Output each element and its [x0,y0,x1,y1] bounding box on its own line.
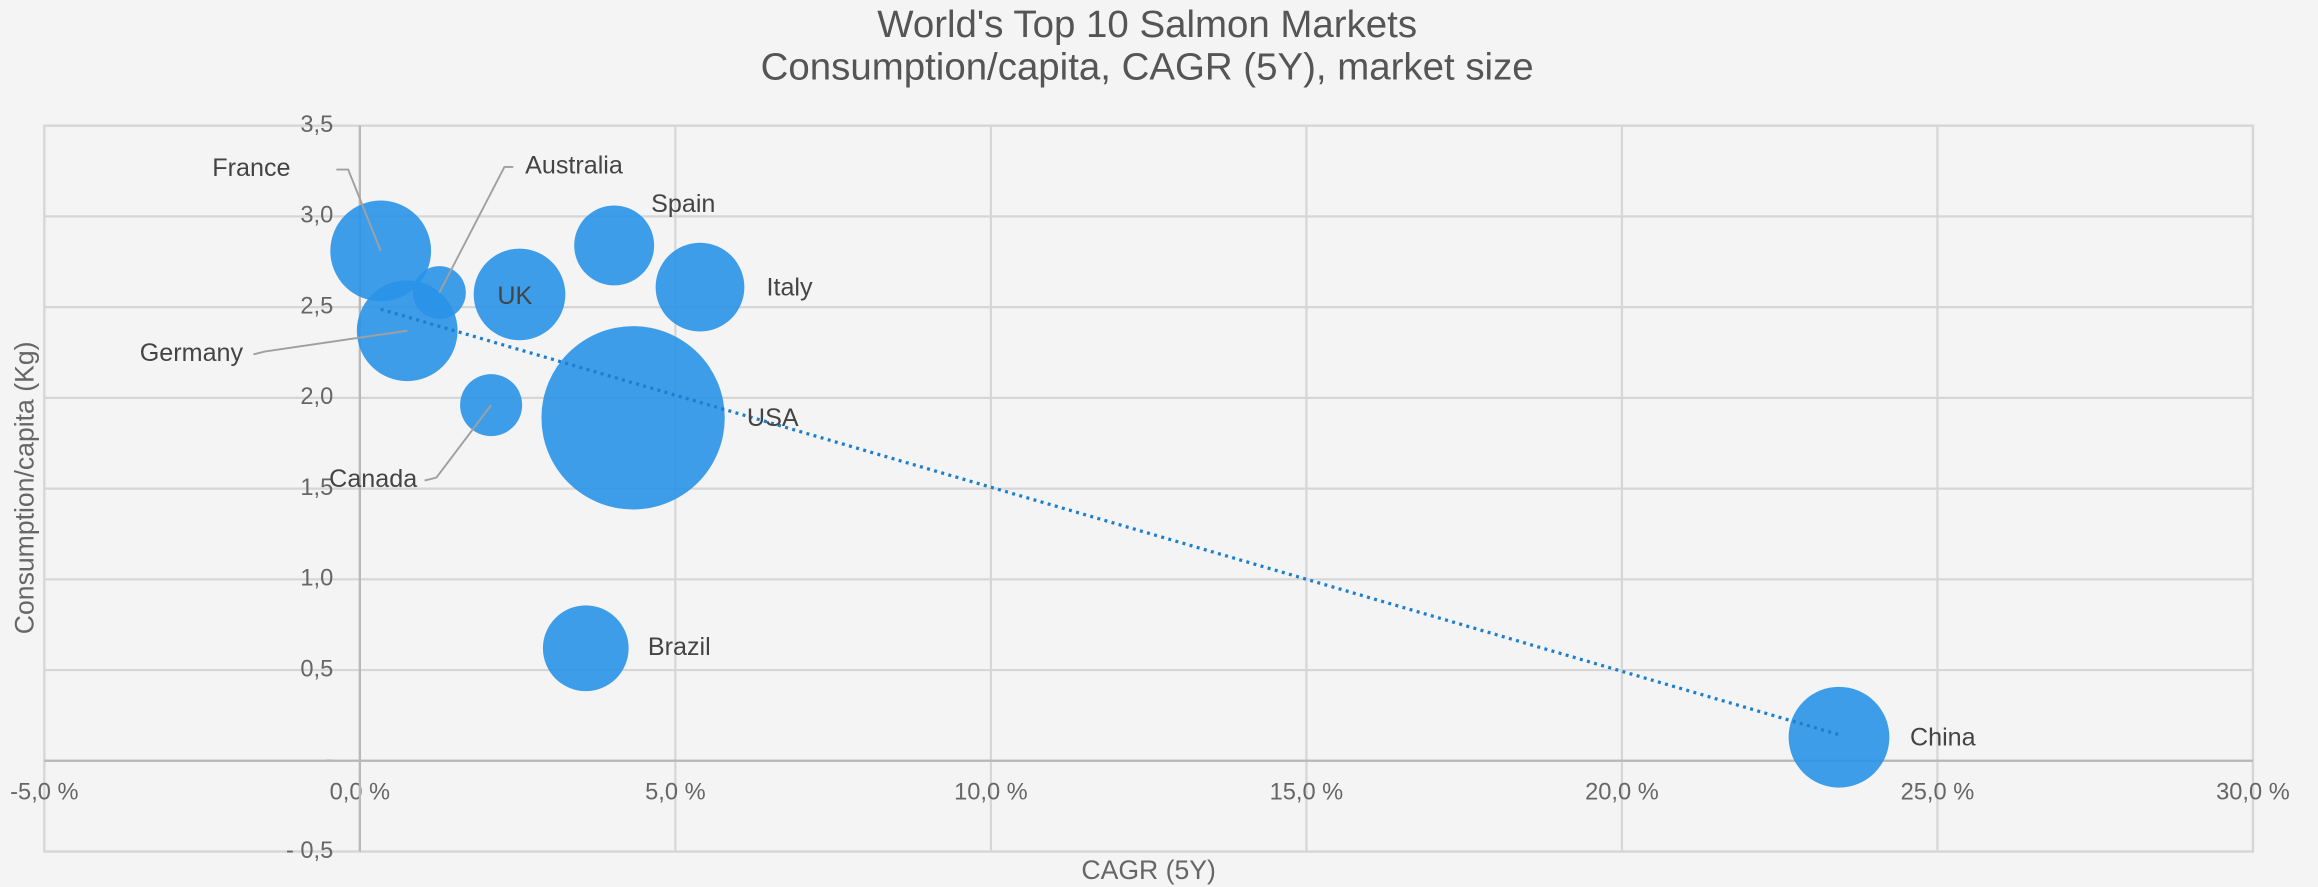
bubble [356,280,458,382]
leader-line [336,168,382,252]
x-tick-label: 20,0 % [1585,780,1659,806]
data-label: UK [497,282,532,310]
x-tick-label: 15,0 % [1270,780,1344,806]
chart-title: World's Top 10 Salmon Markets [877,3,1417,46]
bubble [655,242,745,332]
data-label: Spain [651,190,715,218]
x-tick-label: 25,0 % [1901,780,1975,806]
data-label: China [1910,723,1976,751]
y-tick-label: 1,5 [300,475,333,501]
leader-line [253,329,408,356]
chart-subtitle: Consumption/capita, CAGR (5Y), market si… [761,46,1534,89]
y-axis-title: Consumption/capita (Kg) [10,342,40,635]
x-tick-label: 10,0 % [954,780,1028,806]
data-label: Brazil [648,633,711,661]
bubble [574,205,655,286]
x-tick-label: -5,0 % [10,780,78,806]
plot: France Australia Germany UK Spain Italy USA Can… [140,152,1976,788]
data-label: Australia [525,152,623,180]
x-axis-title: CAGR (5Y) [1081,855,1215,885]
bubble [542,605,629,692]
leader-line [424,404,492,482]
data-label: France [212,154,290,182]
y-tick-label: 2,0 [300,384,333,410]
leader-line [438,165,514,294]
data-label: Canada [329,465,417,493]
data-label: Italy [767,273,814,301]
y-tick-label: 0,5 [300,656,333,682]
data-label: USA [747,404,799,432]
y-tick-label: 3,5 [300,112,333,138]
bubble [460,374,523,437]
bubble [1788,686,1890,788]
x-tick-label: 30,0 % [2216,780,2290,806]
x-tick-label: 5,0 % [645,780,705,806]
y-tick-label: 2,5 [300,293,333,319]
bubble [473,248,566,341]
trendline [380,307,1840,737]
bubble [541,326,725,510]
y-tick-label: 3,0 [300,203,333,229]
y-tick-label: 1,0 [300,566,333,592]
data-label: Germany [140,339,244,367]
y-tick-label: - 0,5 [286,838,333,864]
